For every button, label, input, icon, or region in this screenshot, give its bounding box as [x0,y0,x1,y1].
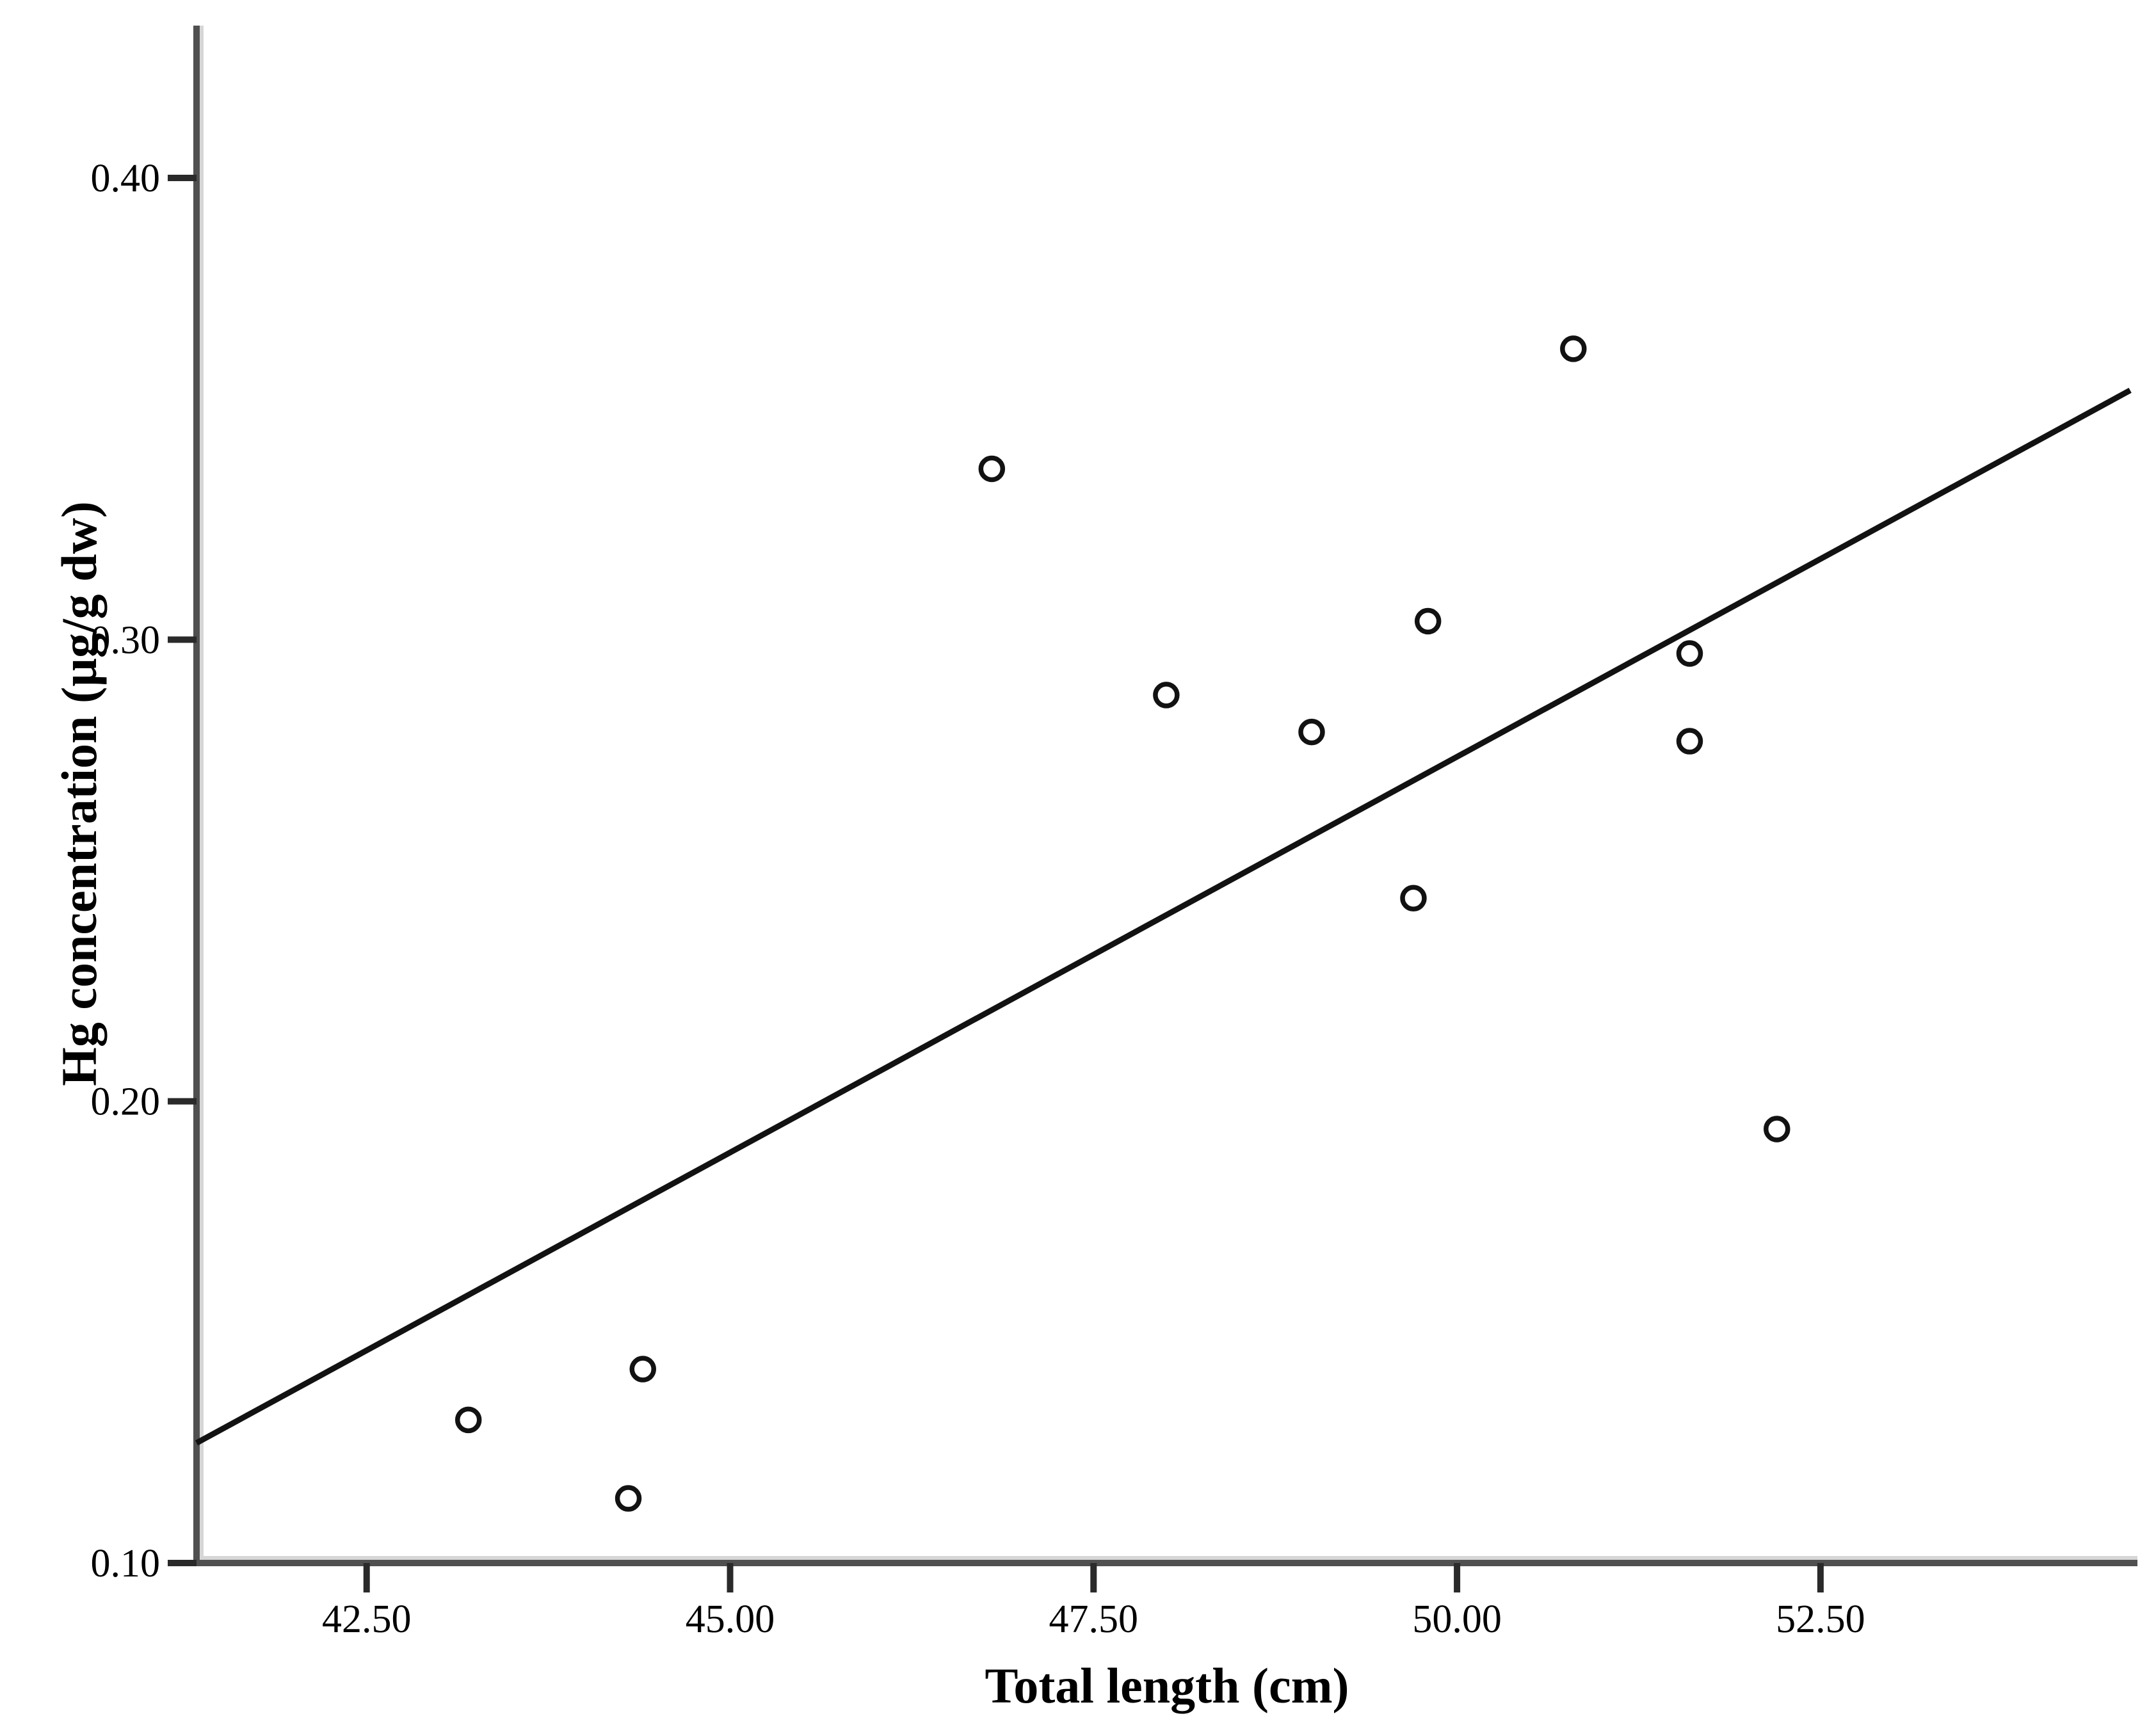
y-tick-label: 0.30 [91,618,161,662]
x-tick-label: 50.00 [1412,1598,1502,1641]
data-point-marker [1676,728,1703,755]
x-tick-label: 52.50 [1776,1598,1865,1641]
data-point-marker [1764,1116,1790,1143]
data-point-marker [455,1406,482,1434]
data-point-marker [615,1485,642,1512]
data-point-marker [1298,718,1325,746]
data-point-marker [629,1356,656,1383]
data-point-marker [1400,885,1427,912]
x-tick-label: 47.50 [1049,1598,1139,1641]
data-point-marker [978,455,1006,483]
y-tick-label: 0.40 [91,157,161,200]
x-tick-label: 42.50 [322,1598,412,1641]
y-tick-label: 0.10 [91,1542,161,1585]
data-point-marker [1676,640,1703,667]
trendline [195,387,2132,1446]
x-axis-title: Total length (cm) [985,1658,1349,1713]
y-tick-label: 0.20 [91,1080,161,1124]
data-point-marker [1153,682,1180,709]
data-point-marker [1560,335,1587,362]
x-tick-label: 45.00 [686,1598,775,1641]
data-point-marker [1414,607,1442,635]
y-axis-title: Hg concentration (µg/g dw) [51,501,107,1086]
